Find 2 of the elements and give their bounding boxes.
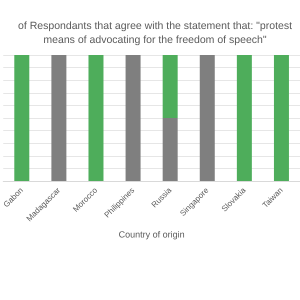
chart-title: of Respondants that agree with the statement that: "protest means of advocating for the freedom of speech" [18, 20, 292, 46]
x-axis-title: Country of origin [118, 230, 185, 240]
